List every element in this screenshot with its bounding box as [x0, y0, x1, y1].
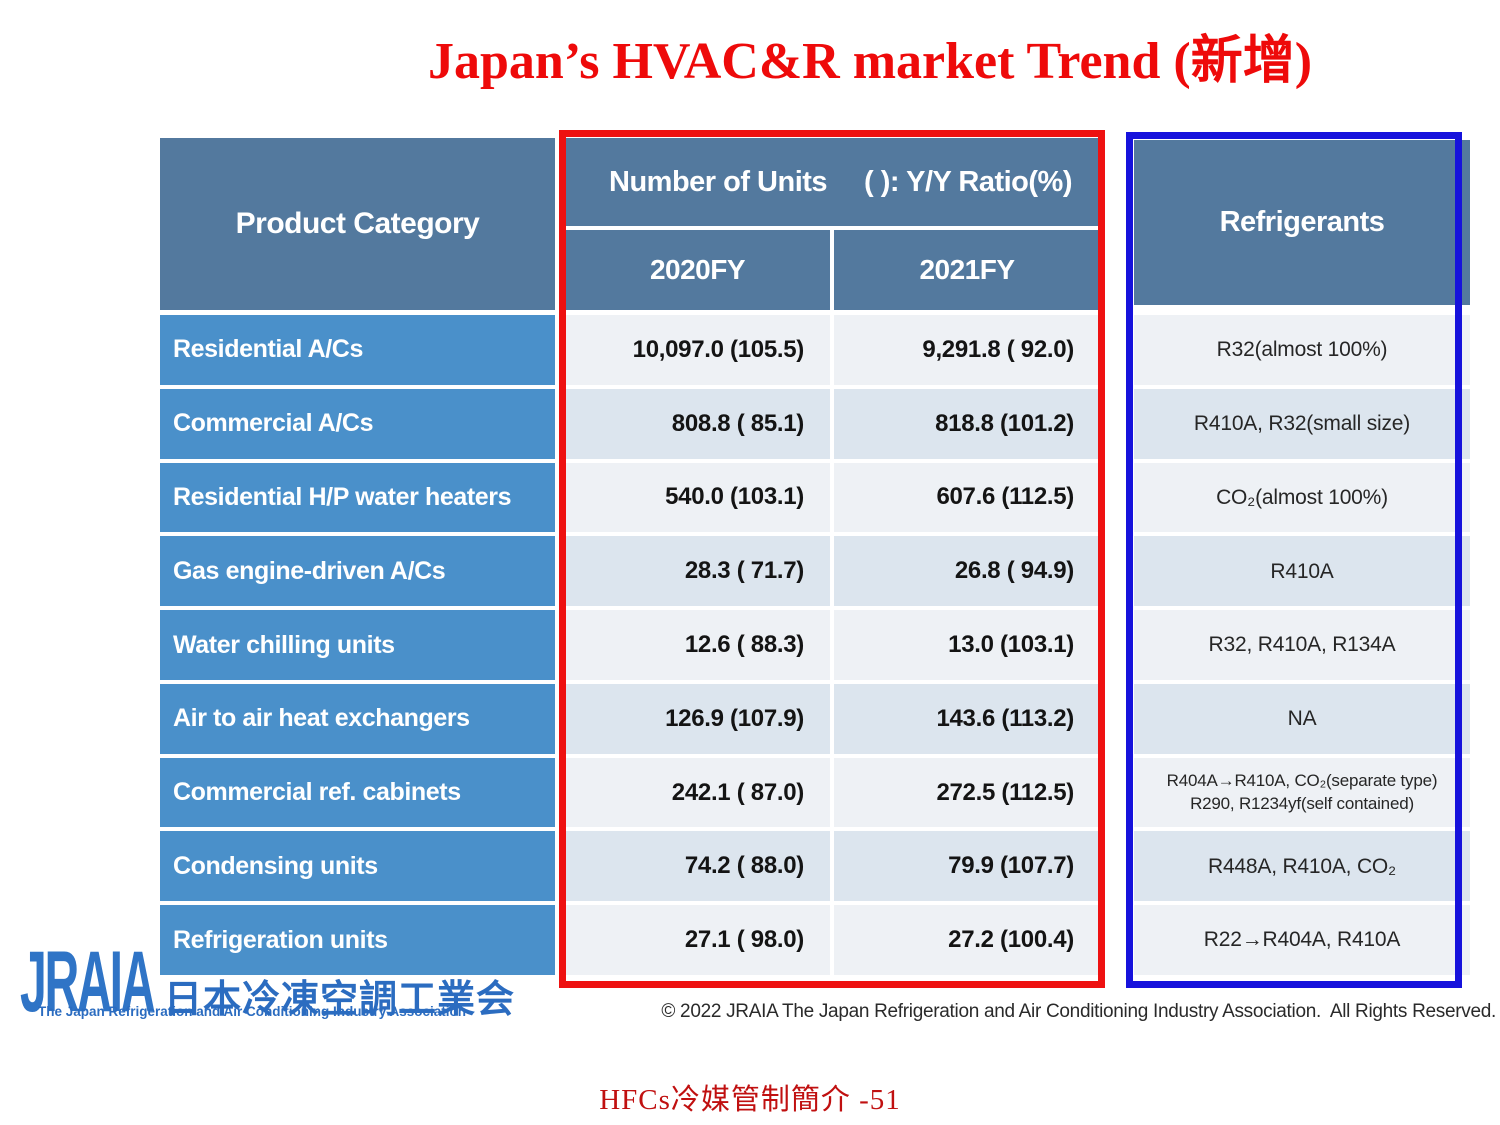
value-2021fy: 272.5 (112.5) — [834, 757, 1100, 828]
value-2020fy: 27.1 ( 98.0) — [565, 905, 830, 976]
copyright-text: © 2022 JRAIA The Japan Refrigeration and… — [661, 1001, 1496, 1022]
column-refrigerants: R32(almost 100%) R410A, R32(small size) … — [1134, 315, 1470, 976]
header-2020fy: 2020FY — [565, 230, 830, 310]
column-2021fy: 9,291.8 ( 92.0) 818.8 (101.2) 607.6 (112… — [834, 315, 1100, 976]
value-refrigerants: NA — [1134, 683, 1470, 754]
value-refrigerants: R22→R404A, R410A — [1134, 905, 1470, 976]
value-2021fy: 79.9 (107.7) — [834, 831, 1100, 902]
value-2021fy: 13.0 (103.1) — [834, 610, 1100, 680]
column-2020fy: 10,097.0 (105.5) 808.8 ( 85.1) 540.0 (10… — [565, 315, 830, 976]
header-number-of-units: Number of Units ( ): Y/Y Ratio(%) — [565, 138, 1100, 226]
row-label: Residential H/P water heaters — [160, 462, 555, 533]
value-2021fy: 143.6 (113.2) — [834, 683, 1100, 754]
value-2020fy: 126.9 (107.9) — [565, 683, 830, 754]
value-refrigerants: R410A — [1134, 536, 1470, 607]
value-refrigerants: CO₂(almost 100%) — [1134, 462, 1470, 533]
value-2020fy: 242.1 ( 87.0) — [565, 757, 830, 828]
refrigerant-text: R448A, R410A, CO₂ — [1207, 854, 1396, 878]
header-2021fy: 2021FY — [834, 230, 1100, 310]
value-2020fy: 808.8 ( 85.1) — [565, 388, 830, 459]
refrigerant-text: R404A→R410A, CO₂(separate type) — [1166, 770, 1438, 790]
value-refrigerants: R32, R410A, R134A — [1134, 610, 1470, 680]
jraia-name-japanese: 日本冷凍空調工業会 — [164, 979, 516, 1021]
header-number-of-units-label: Number of Units — [609, 165, 828, 198]
row-label: Water chilling units — [160, 610, 555, 680]
refrigerant-text: R22→R404A, R410A — [1203, 928, 1401, 952]
value-refrigerants: R410A, R32(small size) — [1134, 388, 1470, 459]
refrigerant-text: CO₂(almost 100%) — [1216, 485, 1388, 509]
value-refrigerants: R448A, R410A, CO₂ — [1134, 831, 1470, 902]
value-2021fy: 27.2 (100.4) — [834, 905, 1100, 976]
value-2021fy: 9,291.8 ( 92.0) — [834, 315, 1100, 385]
page-footer-label: HFCs冷媒管制簡介 -51 — [599, 1084, 901, 1116]
refrigerant-text-line2: R290, R1234yf(self contained) — [1190, 793, 1414, 813]
refrigerant-text: R32, R410A, R134A — [1208, 633, 1396, 657]
jraia-name-english: The Japan Refrigeration and Air Conditio… — [38, 1004, 467, 1019]
slide-title: Japan’s HVAC&R market Trend (新增) — [427, 33, 1313, 90]
value-2021fy: 26.8 ( 94.9) — [834, 536, 1100, 607]
row-label: Refrigeration units — [160, 905, 555, 976]
row-label: Condensing units — [160, 831, 555, 902]
column-product-category: Residential A/Cs Commercial A/Cs Residen… — [160, 315, 555, 976]
header-product-category: Product Category — [160, 138, 555, 310]
value-2021fy: 818.8 (101.2) — [834, 388, 1100, 459]
refrigerant-text: R410A — [1270, 559, 1334, 583]
value-2020fy: 28.3 ( 71.7) — [565, 536, 830, 607]
row-label: Residential A/Cs — [160, 315, 555, 385]
header-refrigerants: Refrigerants — [1134, 140, 1470, 305]
value-2021fy: 607.6 (112.5) — [834, 462, 1100, 533]
value-refrigerants: R404A→R410A, CO₂(separate type) R290, R1… — [1134, 757, 1470, 828]
value-2020fy: 12.6 ( 88.3) — [565, 610, 830, 680]
refrigerant-text: R32(almost 100%) — [1216, 338, 1388, 362]
row-label: Air to air heat exchangers — [160, 683, 555, 754]
row-label: Commercial ref. cabinets — [160, 757, 555, 828]
jraia-wordmark: JRAIA — [20, 934, 156, 1030]
row-label: Commercial A/Cs — [160, 388, 555, 459]
value-2020fy: 540.0 (103.1) — [565, 462, 830, 533]
value-refrigerants: R32(almost 100%) — [1134, 315, 1470, 385]
refrigerant-text: R410A, R32(small size) — [1193, 412, 1411, 436]
row-label: Gas engine-driven A/Cs — [160, 536, 555, 607]
header-yy-ratio-label: ( ): Y/Y Ratio(%) — [864, 165, 1072, 198]
value-2020fy: 10,097.0 (105.5) — [565, 315, 830, 385]
value-2020fy: 74.2 ( 88.0) — [565, 831, 830, 902]
refrigerant-text: NA — [1287, 707, 1317, 731]
